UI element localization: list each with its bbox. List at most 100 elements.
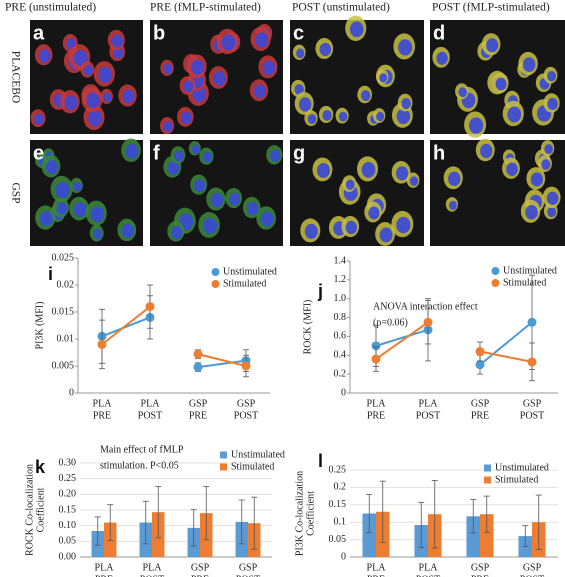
line-segment [375,321,429,360]
y-tick-label: 0.30 [59,457,77,468]
legend-swatch [211,280,220,288]
nucleus [122,89,135,104]
chart-letter: i [48,264,53,284]
x-tick-label: PLA [93,398,113,409]
nucleus [55,181,70,199]
nucleus [111,34,123,48]
point [527,317,537,327]
nucleus [163,63,173,74]
column-header: PRE (unstimulated) [5,2,96,14]
point [423,317,433,327]
nucleus [262,60,276,76]
panel-letter: e [33,142,44,164]
x-tick-label: PRE [189,410,207,421]
nucleus [163,121,173,132]
row-label: PLACEBO [9,51,21,103]
nucleus [530,172,543,187]
legend-label: Unstimulated [231,449,285,460]
bar [480,514,494,557]
panel-letter: c [293,22,304,44]
panel-letter: g [293,142,305,164]
nucleus [73,202,87,218]
nucleus [210,192,224,208]
x-tick-label: PLA [367,562,387,573]
nucleus [396,216,411,234]
nucleus [180,111,192,125]
x-tick-label: PLA [143,562,163,573]
nucleus [221,34,236,51]
nucleus [86,92,100,109]
nucleus [379,73,388,83]
legend-label: Stimulated [223,278,266,289]
x-tick-label: PRE [93,410,111,421]
y-tick-label: 0.05 [59,536,77,547]
point [97,339,107,349]
y-axis-label: Coefficient [35,487,46,532]
legend-label: Unstimulated [503,265,557,276]
line-segment [197,353,247,367]
y-tick-label: 0.25 [59,473,77,484]
y-tick-label: 0.025 [52,252,75,263]
x-tick-label: GSP [239,562,258,573]
x-tick-label: GSP [191,562,210,573]
x-tick-label: POST [234,410,258,421]
point [241,361,251,371]
nucleus [338,111,348,122]
y-tick-label: 0.00 [59,551,77,562]
nucleus [547,97,558,111]
nucleus [525,204,538,220]
nucleus [294,84,304,95]
nucleus [202,151,213,163]
nucleus [73,49,88,66]
y-tick-label: 0 [341,551,346,562]
nucleus [171,225,183,239]
panel-letter: a [33,22,45,44]
y-tick-label: 0.005 [52,360,75,371]
bar [362,513,376,557]
row-label: GSP [9,182,21,203]
legend-label: Unstimulated [223,266,277,277]
nucleus [39,210,53,227]
y-tick-label: 0.15 [59,504,77,515]
y-tick-label: 0.4 [334,350,347,361]
nucleus [38,49,51,63]
legend-label: Stimulated [503,277,546,288]
point [475,360,485,370]
legend-swatch [491,279,500,287]
nucleus [495,77,507,91]
nucleus [45,160,59,175]
nucleus [398,39,413,56]
nucleus [368,206,380,220]
panel-letter: h [433,142,445,164]
legend-label: Stimulated [231,461,274,472]
nucleus [379,227,393,243]
nucleus [361,161,376,178]
nucleus [298,97,312,112]
x-tick-label: PRE [367,574,385,577]
line-segment [479,321,533,366]
column-header: POST (unstimulated) [292,2,390,14]
nucleus [64,95,78,111]
x-tick-label: GSP [237,398,256,409]
y-tick-label: 0.01 [57,333,75,344]
legend-swatch [220,463,227,471]
legend-swatch [211,268,220,276]
line-segment [375,328,429,347]
x-tick-label: PRE [95,574,113,577]
point [371,341,381,351]
x-tick-label: PRE [191,574,209,577]
nucleus [507,106,522,123]
nucleus [409,176,419,186]
line-segment [101,305,151,346]
nucleus [167,161,180,175]
chart-letter: j [317,281,323,301]
nucleus [345,179,355,190]
x-tick-label: PLA [141,398,161,409]
nucleus [56,202,68,215]
nucleus [34,113,44,125]
chart-letter: l [318,451,323,471]
nucleus [448,171,461,186]
y-axis-label: Coefficient [305,491,316,536]
y-axis-label: ROCK (MFI) [302,300,313,355]
column-header: POST (fMLP-stimulated) [432,2,550,14]
